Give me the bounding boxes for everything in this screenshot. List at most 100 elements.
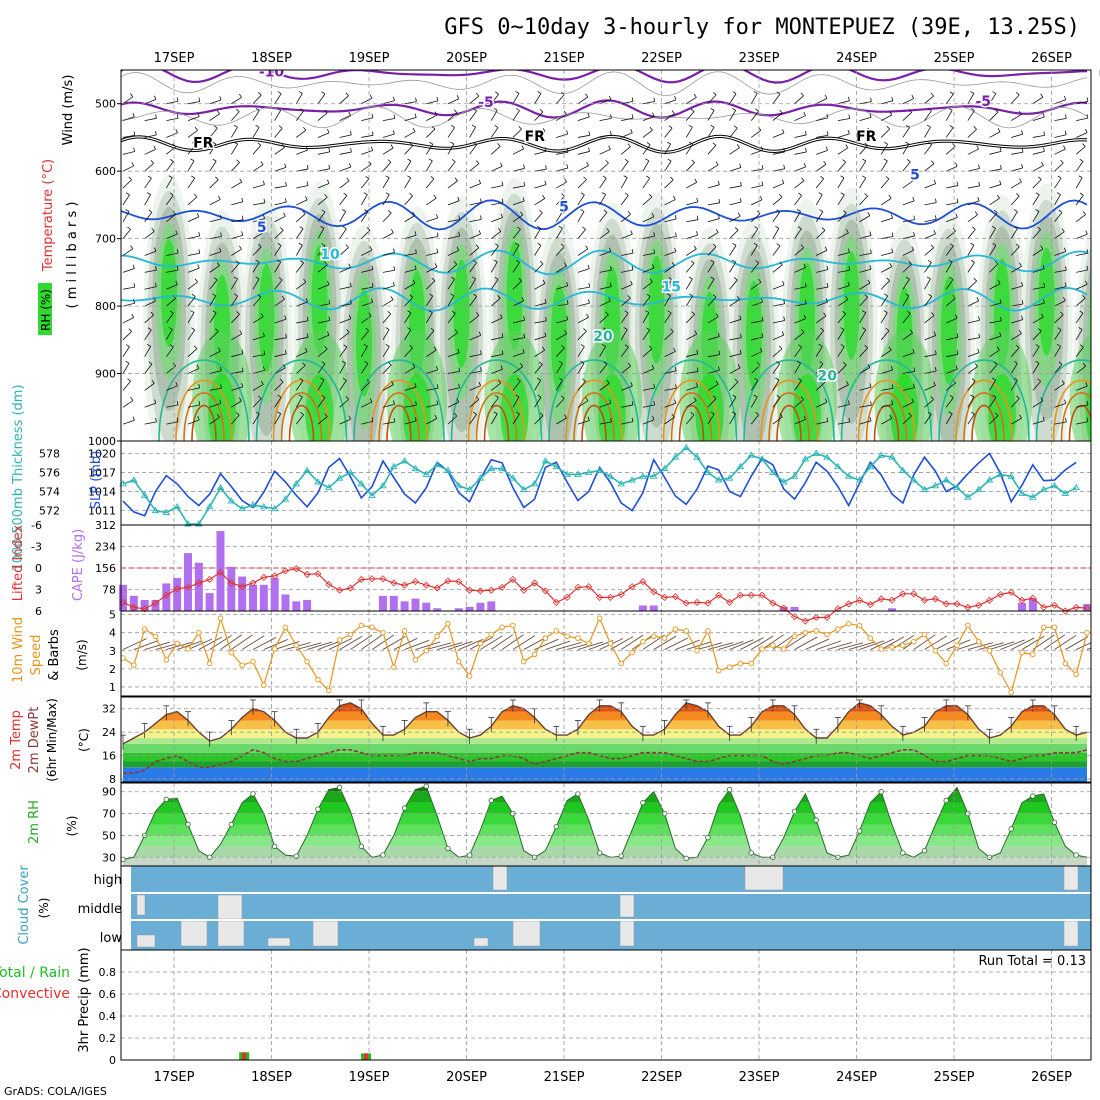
wind-barb [664, 218, 677, 223]
wind-barb-flag [493, 107, 498, 111]
wind-barb [577, 380, 586, 391]
wind-barb-flag [651, 213, 655, 218]
wind-barb-flag [255, 259, 260, 263]
thickness-marker [444, 466, 452, 473]
wind-barb [425, 160, 433, 172]
wind-barb [816, 301, 828, 307]
wind-barb [360, 363, 369, 374]
cloud-gap [1063, 920, 1079, 947]
wind-barb [729, 201, 742, 206]
wind-barb [122, 229, 131, 239]
wind-barb [274, 413, 282, 425]
wind-barb [924, 183, 936, 189]
wind-barb [816, 134, 829, 138]
wind-barb [837, 161, 847, 172]
wind-barb-flag [996, 346, 1000, 351]
wind-barb [794, 211, 801, 222]
wind-barb-flag [731, 259, 736, 263]
rh-tick-label: 70 [102, 808, 116, 821]
wind-barb [664, 370, 677, 374]
wind-barb-flag [781, 179, 785, 184]
wind-speed-marker [932, 648, 939, 654]
wind-barb [685, 314, 695, 324]
wind-barb-flag [1035, 209, 1040, 212]
wind-barb [122, 302, 135, 307]
wind-barb-flag [451, 125, 455, 128]
wind-barb-flag [928, 293, 932, 297]
wind-barb [729, 639, 754, 650]
wind-barb-flag [1016, 243, 1020, 247]
wind-barb-flag [1060, 311, 1064, 315]
thickness-marker [1007, 472, 1015, 479]
wind-speed-marker [986, 648, 993, 654]
rh-marker [271, 843, 278, 850]
wind-barb-flag [436, 248, 439, 253]
rh-marker [553, 823, 559, 830]
wind-barb [382, 403, 395, 408]
wind-barb [924, 296, 933, 307]
rh-axis-title: RH (%) [39, 289, 53, 331]
wind-barb [382, 346, 390, 357]
wind-barb [880, 312, 888, 324]
wind-barb [686, 333, 697, 341]
surface-isotherm-contour [1060, 392, 1091, 441]
wind-barb-flag [233, 276, 238, 280]
wind-barb [231, 400, 242, 408]
lifted-index-marker [1061, 607, 1069, 615]
wind-barb [750, 396, 758, 408]
wind-speed-marker [856, 622, 863, 629]
pressure-tick-label: 900 [95, 368, 116, 381]
wind-barb [144, 177, 152, 189]
wind-barb [826, 641, 853, 650]
rh-shade-region [648, 255, 665, 364]
wind-barb-flag [494, 276, 499, 280]
wind-barb [772, 245, 781, 256]
wind-barb-flag [473, 260, 477, 263]
surface-isotherm-contour [370, 379, 428, 441]
wind-barb [794, 228, 802, 239]
wind-barb [750, 93, 758, 104]
wind-barb [252, 184, 265, 189]
thickness-marker [335, 474, 344, 481]
lifted-index-marker [1018, 596, 1026, 604]
wind-barb [339, 211, 346, 222]
lifted-index-marker [931, 595, 939, 603]
wind-barb-flag [133, 131, 136, 136]
wind-barb-flag [862, 158, 867, 162]
wind-barb-flag [818, 192, 823, 195]
wind-barb [307, 641, 333, 650]
wind-barb-flag [776, 361, 780, 365]
wind-barb [924, 95, 934, 105]
wind-barb [751, 351, 763, 358]
wind-barb-flag [1040, 245, 1044, 250]
wind-speed-marker [759, 646, 765, 652]
bottom-date-label: 24SEP [836, 1070, 877, 1085]
cloud-gap [473, 937, 489, 947]
wind-barb [360, 346, 368, 357]
wind-barb-flag [342, 226, 347, 230]
lifted-index-marker [379, 575, 387, 583]
wind-barb [426, 387, 439, 391]
thickness-marker [584, 468, 593, 475]
wind-barb [317, 132, 330, 138]
wind-barb-flag [624, 310, 629, 314]
wind-speed-marker [163, 657, 170, 663]
wind-barb-flag [867, 212, 871, 216]
wind-barb-flag [392, 281, 395, 286]
wind-barb-flag [284, 315, 287, 320]
wind-speed-marker [358, 622, 365, 629]
wind-axis-units: (m/s) [75, 639, 89, 670]
wind-barb [642, 368, 655, 374]
wind-barb [772, 112, 783, 121]
wind-barb-flag [500, 365, 503, 370]
wind-barb-flag [328, 299, 331, 304]
wind-speed-marker [975, 638, 982, 645]
lifted-index-marker [422, 581, 430, 589]
thickness-marker [888, 453, 896, 460]
wind-barb-flag [428, 310, 433, 313]
wind-barb-flag [148, 361, 153, 365]
wind-barb-flag [370, 298, 374, 303]
wind-barb [491, 317, 503, 324]
wind-barb-flag [321, 243, 326, 247]
wind-barb-flag [431, 277, 436, 282]
